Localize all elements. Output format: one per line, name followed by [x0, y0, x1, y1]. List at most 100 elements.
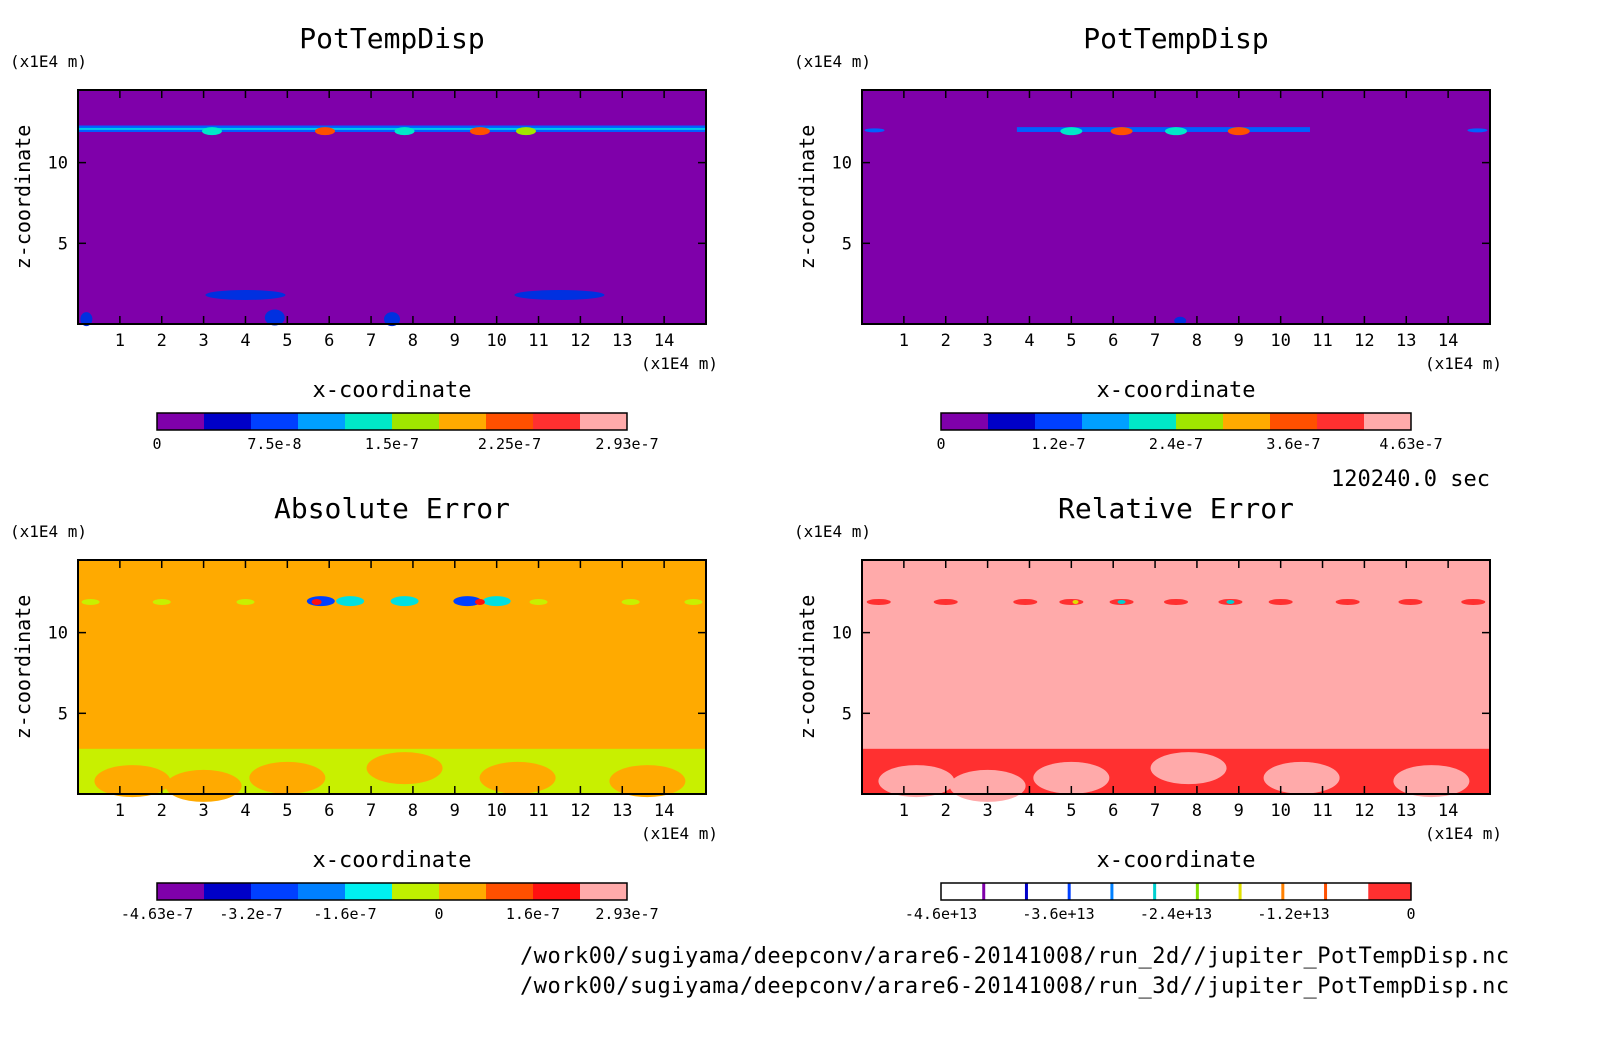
x-tick-label-1-3: 4 [1024, 331, 1034, 351]
colorbar-swatch-3-10 [1368, 883, 1412, 900]
x-tick-label-2-7: 8 [408, 801, 418, 821]
x-tick-label-2-3: 4 [240, 801, 250, 821]
colorbar-swatch-3-9 [1325, 883, 1369, 900]
contour-region-0-7 [205, 289, 286, 300]
colorbar-frame-2 [156, 882, 628, 901]
x-tick-label-2-8: 9 [450, 801, 460, 821]
colorbar-swatch-1-1 [988, 413, 1036, 430]
contour-region-3-5 [1150, 752, 1227, 785]
x-tick-label-0-3: 4 [240, 331, 250, 351]
contour-region-3-17 [1461, 598, 1486, 605]
x-tick-label-0-13: 14 [654, 331, 674, 351]
contour-region-2-19 [474, 598, 485, 605]
colorbar-label-0-3: 2.25e-7 [478, 435, 541, 453]
x-tick-label-2-5: 6 [324, 801, 334, 821]
contour-region-0-10 [384, 312, 400, 327]
colorbar-swatch-1-6 [1223, 413, 1271, 430]
contour-region-3-20 [1226, 599, 1235, 604]
x-tick-label-2-13: 14 [654, 801, 674, 821]
contour-region-3-14 [1268, 598, 1293, 605]
colorbar-swatch-2-6 [439, 883, 487, 900]
colorbar-label-2-4: 1.6e-7 [506, 905, 560, 923]
x-tick-label-0-1: 2 [157, 331, 167, 351]
x-tick-label-1-8: 9 [1234, 331, 1244, 351]
colorbar-swatch-1-7 [1270, 413, 1318, 430]
colorbar-swatch-2-0 [157, 883, 205, 900]
colorbar-swatch-0-3 [298, 413, 346, 430]
colorbar-frame-1 [940, 412, 1412, 431]
colorbar-label-3-2: -2.4e+13 [1140, 905, 1212, 923]
x-tick-label-1-13: 14 [1438, 331, 1458, 351]
y-unit-label-2: (x1E4 m) [10, 522, 87, 541]
colorbar-swatch-0-4 [345, 413, 393, 430]
x-tick-label-1-1: 2 [941, 331, 951, 351]
colorbar-swatch-2-4 [345, 883, 393, 900]
colorbar-label-3-4: 0 [1406, 905, 1415, 923]
x-tick-label-0-0: 1 [115, 331, 125, 351]
chart-title-0: PotTempDisp [299, 22, 484, 55]
y-tick-label-2-0: 5 [58, 704, 68, 724]
x-tick-label-0-6: 7 [366, 331, 376, 351]
plot-frame-0 [77, 89, 707, 325]
chart-title-3: Relative Error [1058, 492, 1294, 525]
y-axis-label-0: z-coordinate [11, 125, 35, 270]
x-tick-label-3-9: 10 [1270, 801, 1290, 821]
colorbar-label-0-4: 2.93e-7 [595, 435, 658, 453]
contour-region-2-12 [684, 598, 703, 605]
colorbar-label-2-5: 2.93e-7 [595, 905, 658, 923]
x-tick-label-1-7: 8 [1192, 331, 1202, 351]
y-tick-label-3-0: 5 [842, 704, 852, 724]
colorbar-swatch-0-7 [486, 413, 534, 430]
colorbar-swatch-2-1 [204, 883, 252, 900]
colorbar-swatch-1-0 [941, 413, 989, 430]
x-tick-label-0-8: 9 [450, 331, 460, 351]
colorbar-label-3-3: -1.2e+13 [1257, 905, 1329, 923]
x-axis-label-2: x-coordinate [313, 848, 472, 873]
x-tick-label-2-1: 2 [157, 801, 167, 821]
x-tick-label-1-2: 3 [982, 331, 992, 351]
x-tick-label-2-2: 3 [198, 801, 208, 821]
y-tick-label-1-0: 5 [842, 234, 852, 254]
y-unit-label-1: (x1E4 m) [794, 52, 871, 71]
contour-region-1-3 [1060, 127, 1083, 136]
contour-region-2-11 [621, 598, 640, 605]
file-path-3d: /work00/sugiyama/deepconv/arare6-2014100… [520, 974, 1510, 999]
colorbar-label-1-2: 2.4e-7 [1149, 435, 1203, 453]
colorbar-frame-3 [940, 882, 1412, 901]
contour-region-0-6 [515, 127, 536, 136]
contour-region-2-1 [94, 765, 171, 798]
contour-region-2-4 [609, 765, 686, 798]
contour-region-2-8 [152, 598, 171, 605]
x-tick-label-1-9: 10 [1270, 331, 1290, 351]
contour-region-2-14 [453, 596, 482, 607]
x-tick-label-2-9: 10 [486, 801, 506, 821]
x-tick-label-3-0: 1 [899, 801, 909, 821]
colorbar-swatch-2-5 [392, 883, 440, 900]
x-tick-label-1-12: 13 [1396, 331, 1416, 351]
x-tick-label-2-10: 11 [528, 801, 548, 821]
colorbar-swatch-2-2 [251, 883, 299, 900]
colorbar-swatch-0-2 [251, 413, 299, 430]
plot-frame-2 [77, 559, 707, 795]
contour-region-0-11 [80, 312, 93, 327]
colorbar-swatch-2-7 [486, 883, 534, 900]
contour-region-3-9 [1013, 598, 1038, 605]
colorbar-label-2-1: -3.2e-7 [219, 905, 282, 923]
contour-region-3-18 [1072, 599, 1079, 604]
contour-region-1-5 [864, 128, 885, 133]
x-tick-label-0-11: 12 [570, 331, 590, 351]
contour-region-3-4 [1393, 765, 1470, 798]
colorbar-label-3-0: -4.6e+13 [905, 905, 977, 923]
x-tick-label-0-2: 3 [198, 331, 208, 351]
contour-region-3-8 [933, 598, 958, 605]
colorbar-swatch-3-1 [983, 883, 1027, 900]
colorbar-swatch-3-6 [1197, 883, 1241, 900]
y-axis-label-3: z-coordinate [795, 595, 819, 740]
colorbar-swatch-1-3 [1082, 413, 1130, 430]
x-tick-label-3-6: 7 [1150, 801, 1160, 821]
x-tick-label-2-12: 13 [612, 801, 632, 821]
contour-region-0-5 [394, 127, 415, 136]
y-unit-label-0: (x1E4 m) [10, 52, 87, 71]
colorbar-swatch-0-9 [580, 413, 628, 430]
x-tick-label-0-10: 11 [528, 331, 548, 351]
